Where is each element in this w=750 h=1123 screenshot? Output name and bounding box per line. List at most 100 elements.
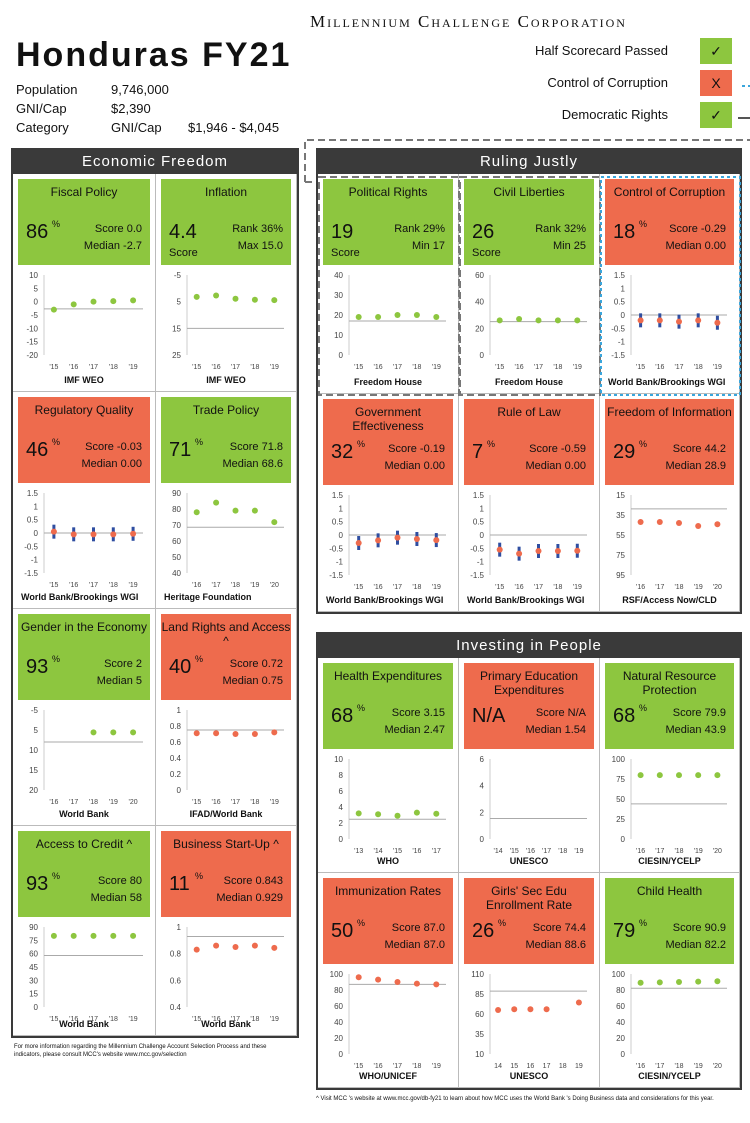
indicator-median: Median 0.00 — [525, 460, 586, 472]
indicator-median: Median -2.7 — [83, 240, 142, 252]
y-tick-label: -15 — [26, 338, 38, 347]
data-point — [656, 519, 663, 525]
percent-sign: % — [52, 654, 61, 664]
indicator-source: World Bank/Brookings WGI — [608, 377, 726, 387]
x-tick-label: '17 — [69, 799, 78, 806]
data-point — [413, 809, 420, 816]
y-tick-label: 45 — [29, 963, 38, 972]
indicator-source: IMF WEO — [64, 375, 104, 385]
data-point — [656, 317, 663, 324]
indicator-source: Freedom House — [353, 377, 422, 387]
indicator-median: Median 87.0 — [384, 939, 445, 951]
legend-check-mark: ✓ — [700, 102, 732, 128]
data-point — [193, 293, 200, 300]
y-tick-label: 80 — [172, 505, 181, 514]
indicator-score: Rank 36% — [232, 223, 283, 235]
x-tick-label: '16 — [515, 584, 524, 591]
indicator-score: Score -0.19 — [388, 443, 445, 455]
data-point — [213, 499, 220, 506]
data-point — [50, 932, 57, 939]
data-point — [50, 528, 57, 535]
y-tick-label: -10 — [26, 324, 38, 333]
x-tick-label: '17 — [655, 1063, 664, 1070]
y-tick-label: 75 — [616, 551, 625, 560]
data-point — [496, 317, 503, 324]
data-point — [394, 534, 401, 541]
indicator-score: Score 44.2 — [672, 443, 726, 455]
indicator-score-box: Access to Credit ^ 93 % Score 80 Median … — [18, 831, 150, 917]
indicator-startup: Business Start-Up ^ 11 % Score 0.843 Med… — [156, 826, 297, 1036]
x-tick-label: '17 — [393, 364, 402, 371]
legend-label-half-scorecard: Half Scorecard Passed — [535, 43, 668, 58]
indicator-inflation: Inflation 4.4 Score Rank 36% Max 15.0 -5 5… — [156, 174, 297, 392]
indicator-chart: -5 5 15 25 '15 '16 '17 '18 '19 — [172, 271, 284, 371]
indicator-median: Median 5 — [96, 675, 142, 687]
x-tick-label: '18 — [674, 848, 683, 855]
data-point — [413, 980, 420, 987]
x-tick-label: '18 — [412, 1063, 421, 1070]
indicator-political: Political Rights 19 Score Rank 29% Min 1… — [318, 174, 459, 394]
indicator-score-box: Inflation 4.4 Score Rank 36% Max 15.0 — [161, 179, 291, 265]
y-tick-label: -5 — [31, 311, 39, 320]
indicator-score-box: Health Expenditures 68 % Score 3.15 Medi… — [323, 663, 453, 749]
data-point — [676, 979, 682, 985]
indicator-percentile: 40 — [169, 656, 192, 678]
data-point — [495, 1007, 502, 1013]
data-point — [575, 999, 582, 1006]
organization-name: Millennium Challenge Corporation — [310, 12, 627, 31]
indicator-corruption: Control of Corruption 18 % Score -0.29 M… — [600, 174, 740, 394]
indicator-regulatory: Regulatory Quality 46 % Score -0.03 Medi… — [13, 392, 156, 609]
x-tick-label: '16 — [655, 364, 664, 371]
y-tick-label: 60 — [475, 271, 484, 280]
x-tick-label: '16 — [49, 799, 58, 806]
indicator-source: CIESIN/YCELP — [638, 856, 701, 866]
data-point — [70, 301, 77, 308]
y-tick-label: 2 — [480, 808, 485, 817]
x-tick-label: '18 — [109, 582, 118, 589]
x-tick-label: '16 — [636, 584, 645, 591]
indicator-credit: Access to Credit ^ 93 % Score 80 Median … — [13, 826, 156, 1036]
indicator-score-box: Natural Resource Protection 68 % Score 7… — [605, 663, 734, 749]
data-point — [637, 979, 644, 986]
x-tick-label: '17 — [655, 584, 664, 591]
data-point — [271, 944, 278, 951]
y-tick-label: 0.8 — [170, 950, 182, 959]
x-tick-label: '16 — [69, 364, 78, 371]
data-point — [130, 932, 137, 939]
indicator-score-box: Immunization Rates 50 % Score 87.0 Media… — [323, 878, 453, 964]
indicator-chart: 100 75 50 25 0 '16 '17 '18 '19 '20 — [612, 755, 727, 855]
x-tick-label: '15 — [192, 1016, 201, 1023]
indicator-source: WHO — [377, 856, 399, 866]
indicator-median: Min 17 — [411, 240, 445, 252]
indicator-source: IMF WEO — [206, 375, 246, 385]
indicator-source: World Bank — [59, 809, 109, 819]
y-tick-label: 110 — [471, 970, 484, 979]
data-point — [90, 298, 97, 305]
indicator-chart: 15 35 55 75 95 '16 '17 '18 '19 '20 — [616, 491, 727, 591]
percent-sign: % — [195, 437, 204, 447]
indicator-median: Median 0.00 — [81, 458, 142, 470]
x-tick-label: '18 — [231, 582, 240, 589]
indicator-score: Score 79.9 — [672, 707, 726, 719]
x-tick-label: '18 — [553, 584, 562, 591]
indicator-name: Political Rights — [348, 185, 428, 199]
y-tick-label: 60 — [334, 1002, 343, 1011]
x-tick-label: '19 — [432, 1063, 441, 1070]
indicator-name: Regulatory Quality — [34, 403, 134, 417]
percent-sign: % — [498, 918, 507, 928]
footnote-doing-business: ^ Visit MCC 's website at www.mcc.gov/db… — [316, 1096, 714, 1102]
data-point — [637, 772, 644, 779]
x-tick-label: '18 — [412, 364, 421, 371]
data-point — [695, 978, 702, 985]
y-tick-label: 0 — [480, 835, 485, 844]
y-tick-label: 60 — [29, 950, 38, 959]
indicator-score-box: Civil Liberties 26 Score Rank 32% Min 25 — [464, 179, 594, 265]
legend-x-mark: X — [700, 70, 732, 96]
x-tick-label: '19 — [432, 584, 441, 591]
y-tick-label: 15 — [29, 990, 38, 999]
data-point — [433, 981, 440, 988]
indicator-name: Government Effectiveness — [352, 405, 424, 433]
data-point — [355, 810, 362, 817]
indicator-chart: 1.5 1 0.5 0 -0.5 -1 -1.5 '15 '16 '17 '18 '19 — [24, 489, 143, 589]
x-tick-label: '14 — [494, 848, 503, 855]
